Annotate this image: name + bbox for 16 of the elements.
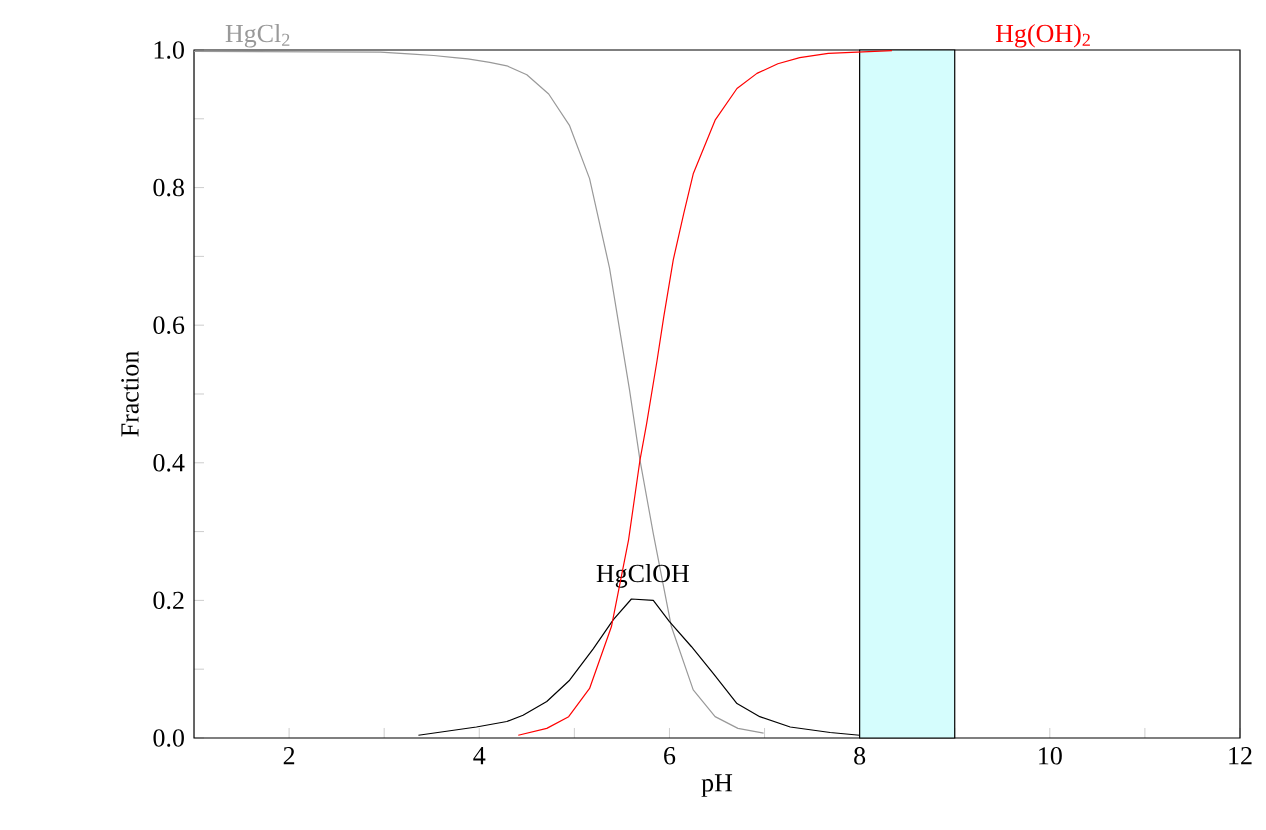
x-tick-label: 6 bbox=[664, 747, 676, 765]
x-tick-label: 10 bbox=[1039, 747, 1062, 765]
y-tick-label: 0.6 bbox=[153, 316, 185, 335]
y-axis-title: Fraction bbox=[121, 351, 139, 437]
x-tick-label: 2 bbox=[283, 747, 295, 765]
text: Hg(OH)$_{2}$ bbox=[995, 23, 1090, 48]
x-tick-label: 12 bbox=[1229, 747, 1252, 765]
y-tick-label: 0.8 bbox=[153, 178, 184, 197]
y-tick-label: 1.0 bbox=[154, 41, 184, 59]
y-tick-label: 0.2 bbox=[153, 591, 184, 610]
series-label: HgCl$_{2}$ bbox=[225, 23, 290, 48]
x-tick-label: 8 bbox=[854, 747, 866, 765]
x-tick-label: 4 bbox=[473, 747, 486, 765]
y-tick-label: 0.4 bbox=[153, 453, 185, 472]
y-tick-label: 0.0 bbox=[153, 729, 184, 747]
x-axis-title: pH bbox=[701, 774, 733, 797]
